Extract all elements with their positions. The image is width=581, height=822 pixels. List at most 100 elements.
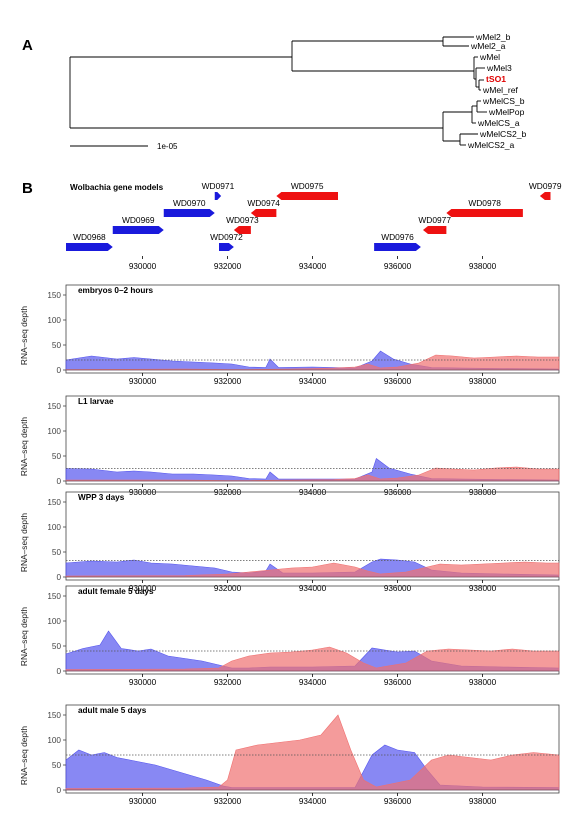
tree-tip-label: tSO1 xyxy=(486,74,506,84)
y-tick-label: 50 xyxy=(52,452,62,461)
gene-label: WD0968 xyxy=(73,232,106,242)
y-tick-label: 100 xyxy=(47,523,61,532)
y-tick-label: 150 xyxy=(47,498,61,507)
x-tick-label: 930000 xyxy=(129,678,157,687)
gene-arrow xyxy=(276,192,338,200)
panel-a-letter: A xyxy=(22,37,33,54)
x-tick-label: 932000 xyxy=(214,678,242,687)
x-tick-label: 934000 xyxy=(299,488,327,497)
gene-label: WD0975 xyxy=(291,181,324,191)
x-tick-label: 938000 xyxy=(469,678,497,687)
gene-label: WD0972 xyxy=(210,232,243,242)
y-tick-label: 50 xyxy=(52,761,62,770)
rna-seq-panels: 0 50 100 150 RNA–seq depth embryos 0–2 hours 9… xyxy=(19,284,560,806)
y-tick-label: 150 xyxy=(47,711,61,720)
x-tick-label: 936000 xyxy=(384,797,412,806)
tree-tip-labels: wMel2_bwMel2_awMelwMel3tSO1wMel_refwMelC… xyxy=(467,32,527,150)
gene-arrow xyxy=(446,209,523,217)
x-tick-label: 938000 xyxy=(469,488,497,497)
x-tick-label: 930000 xyxy=(129,584,157,593)
rna-seq-panel: 0 50 100 150 RNA–seq depth adult female 5 day… xyxy=(19,585,560,687)
x-tick-label: 936000 xyxy=(384,584,412,593)
panel-b-letter: B xyxy=(22,180,33,197)
gene-models-track: WD0968 WD0969 WD0970 WD0971 WD0972 WD0973 WD09… xyxy=(66,181,562,251)
y-axis-label: RNA–seq depth xyxy=(19,306,29,365)
y-tick-label: 150 xyxy=(47,291,61,300)
gene-arrow xyxy=(423,226,447,234)
rna-seq-panel: 0 50 100 150 RNA–seq depth embryos 0–2 hours 9… xyxy=(19,284,560,386)
x-tick-label: 936000 xyxy=(384,488,412,497)
minus-strand-area xyxy=(65,466,560,482)
y-tick-label: 150 xyxy=(47,402,61,411)
rna-seq-panel: 0 50 100 150 RNA–seq depth adult male 5 days 9… xyxy=(19,704,560,806)
y-axis-label: RNA–seq depth xyxy=(19,607,29,666)
gene-arrow xyxy=(214,192,222,200)
x-tick-label: 932000 xyxy=(214,797,242,806)
gene-label: WD0971 xyxy=(202,181,235,191)
gene-arrow xyxy=(163,209,215,217)
x-tick-label: 930000 xyxy=(129,377,157,386)
y-tick-label: 50 xyxy=(52,642,62,651)
y-axis-label: RNA–seq depth xyxy=(19,417,29,476)
tree-tip-label: wMelCS_a xyxy=(477,118,520,128)
rna-seq-panel: 0 50 100 150 RNA–seq depth WPP 3 days 930000 93… xyxy=(19,491,560,593)
gene-arrow xyxy=(66,243,113,251)
y-tick-label: 100 xyxy=(47,736,61,745)
x-tick-label: 934000 xyxy=(299,262,327,271)
tree-tip-label: wMel2_b xyxy=(475,32,511,42)
gene-arrow xyxy=(250,209,277,217)
y-tick-label: 100 xyxy=(47,427,61,436)
y-tick-label: 150 xyxy=(47,592,61,601)
gene-models-title: Wolbachia gene models xyxy=(70,183,164,192)
gene-label: WD0970 xyxy=(173,198,206,208)
y-tick-label: 0 xyxy=(56,667,61,676)
tree-tip-label: wMel xyxy=(479,52,500,62)
gene-label: WD0974 xyxy=(247,198,280,208)
y-axis-label: RNA–seq depth xyxy=(19,726,29,785)
gene-label: WD0973 xyxy=(226,215,259,225)
y-tick-label: 0 xyxy=(56,786,61,795)
x-tick-label: 932000 xyxy=(214,377,242,386)
panel-title: L1 larvae xyxy=(78,397,114,406)
x-tick-label: 930000 xyxy=(129,262,157,271)
tree-tip-label: wMel2_a xyxy=(470,41,506,51)
y-tick-label: 50 xyxy=(52,341,62,350)
x-tick-label: 932000 xyxy=(214,488,242,497)
x-tick-label: 934000 xyxy=(299,377,327,386)
x-tick-label: 936000 xyxy=(384,678,412,687)
tree-tip-label: wMel_ref xyxy=(482,85,518,95)
y-tick-label: 0 xyxy=(56,477,61,486)
tree-tip-label: wMelCS2_b xyxy=(479,129,527,139)
tree-tip-label: wMelCS2_a xyxy=(467,140,515,150)
tree-tip-label: wMel3 xyxy=(486,63,512,73)
panel-title: adult female 5 days xyxy=(78,587,154,596)
x-tick-label: 934000 xyxy=(299,584,327,593)
y-tick-label: 100 xyxy=(47,316,61,325)
gene-arrow xyxy=(233,226,251,234)
panel-title: WPP 3 days xyxy=(78,493,125,502)
y-tick-label: 100 xyxy=(47,617,61,626)
x-tick-label: 938000 xyxy=(469,797,497,806)
gene-label: WD0969 xyxy=(122,215,155,225)
y-tick-label: 0 xyxy=(56,573,61,582)
gene-label: WD0978 xyxy=(468,198,501,208)
minus-strand-area xyxy=(65,646,560,672)
x-tick-label: 934000 xyxy=(299,678,327,687)
x-tick-label: 930000 xyxy=(129,797,157,806)
gene-label: WD0976 xyxy=(381,232,414,242)
gene-label: WD0979 xyxy=(529,181,562,191)
rna-seq-panel: 0 50 100 150 RNA–seq depth L1 larvae 930000 932… xyxy=(19,395,560,497)
phylogenetic-tree xyxy=(69,36,487,146)
gene-arrow xyxy=(374,243,421,251)
x-tick-label: 930000 xyxy=(129,488,157,497)
scale-bar-label: 1e-05 xyxy=(157,142,178,151)
x-tick-label: 938000 xyxy=(469,262,497,271)
tree-tip-label: wMelCS_b xyxy=(482,96,525,106)
minus-strand-area xyxy=(65,714,560,791)
gene-label: WD0977 xyxy=(418,215,451,225)
tree-tip-label: wMelPop xyxy=(488,107,525,117)
y-tick-label: 50 xyxy=(52,548,62,557)
x-tick-label: 938000 xyxy=(469,377,497,386)
minus-strand-area xyxy=(65,354,560,371)
